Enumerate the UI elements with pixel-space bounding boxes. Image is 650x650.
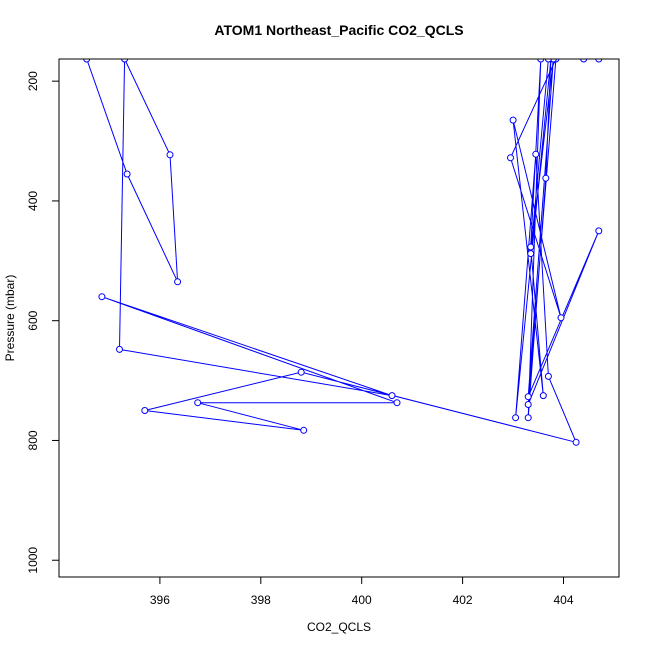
data-point xyxy=(595,59,603,63)
data-point xyxy=(507,154,514,162)
data-point xyxy=(537,59,545,63)
data-point xyxy=(509,116,517,124)
x-axis-label: CO2_QCLS xyxy=(307,620,371,634)
y-axis-label: Pressure (mbar) xyxy=(3,275,17,362)
data-point xyxy=(194,399,202,407)
y-tick-label: 600 xyxy=(26,310,40,330)
data-point xyxy=(532,150,540,158)
series-line xyxy=(86,59,600,444)
data-point xyxy=(121,59,129,63)
axis-ticks: 396 398 400 402 404 200 400 600 800 1000 xyxy=(26,71,574,607)
data-point xyxy=(116,345,123,353)
data-point xyxy=(512,414,520,422)
data-point xyxy=(393,399,401,407)
x-tick-label: 398 xyxy=(251,593,271,607)
data-point xyxy=(544,372,552,380)
data-point xyxy=(539,392,547,400)
x-tick-label: 402 xyxy=(453,593,473,607)
y-tick-label: 800 xyxy=(26,430,40,450)
chart-title: ATOM1 Northeast_Pacific CO2_QCLS xyxy=(214,22,463,38)
data-point xyxy=(572,438,580,446)
data-point xyxy=(557,314,565,322)
x-tick-label: 400 xyxy=(352,593,372,607)
data-point xyxy=(542,174,550,182)
data-point xyxy=(166,151,174,159)
data-point xyxy=(141,407,149,414)
data-point xyxy=(83,59,91,63)
y-tick-label: 400 xyxy=(26,191,40,211)
data-point xyxy=(174,278,182,286)
data-point xyxy=(524,414,532,422)
data-layer xyxy=(83,59,603,446)
x-tick-label: 404 xyxy=(553,593,573,607)
data-point xyxy=(580,59,588,63)
y-tick-label: 1000 xyxy=(26,547,40,574)
data-point xyxy=(297,368,305,376)
data-point xyxy=(595,227,603,235)
data-point xyxy=(98,293,106,301)
data-point xyxy=(549,59,557,63)
data-point xyxy=(388,392,396,400)
data-point xyxy=(524,393,532,401)
plot-frame xyxy=(58,58,620,578)
data-point xyxy=(300,426,308,434)
y-tick-label: 200 xyxy=(26,71,40,91)
data-point xyxy=(123,170,131,178)
data-point xyxy=(527,250,535,258)
data-point xyxy=(544,59,552,63)
data-point xyxy=(527,243,535,251)
data-point xyxy=(524,401,532,408)
x-tick-label: 396 xyxy=(150,593,170,607)
